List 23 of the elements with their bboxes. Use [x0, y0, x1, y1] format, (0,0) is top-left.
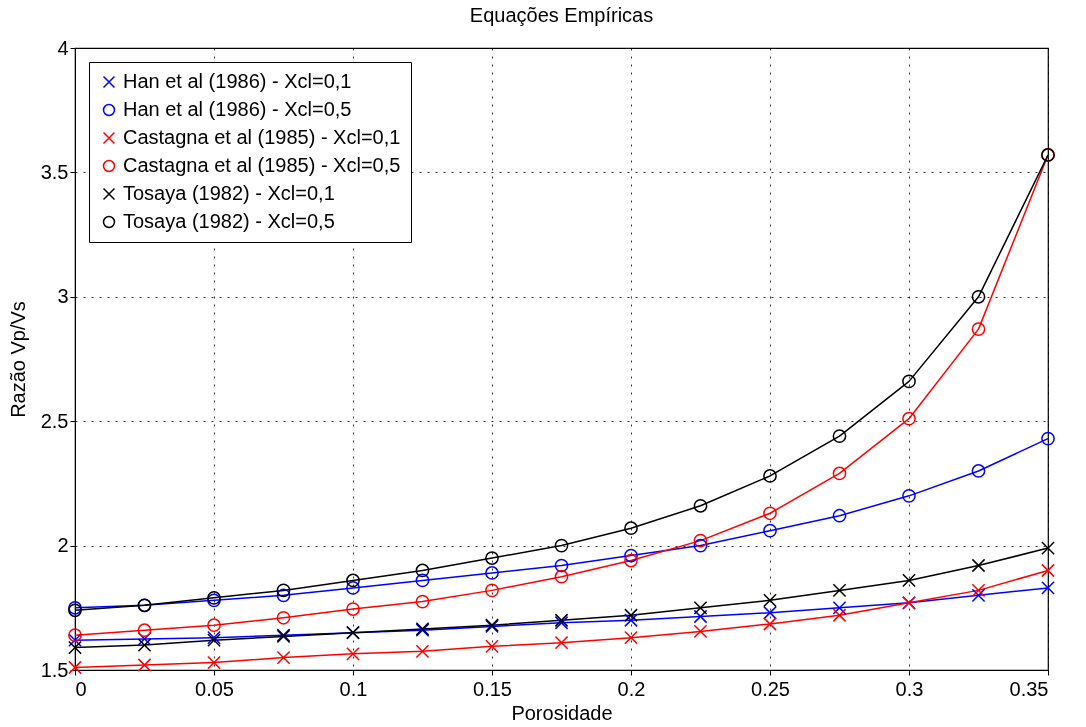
y-tick-label: 4	[57, 36, 69, 59]
y-tick-label: 2	[57, 534, 69, 557]
legend-label: Han et al (1986) - Xcl=0,5	[123, 98, 352, 120]
legend-label: Castagna et al (1985) - Xcl=0,1	[123, 126, 401, 148]
x-tick-label: 0	[75, 677, 87, 700]
legend-label: Tosaya (1982) - Xcl=0,5	[123, 210, 335, 232]
x-tick-label: 0.3	[895, 677, 924, 700]
x-tick-label: 0.15	[473, 677, 512, 700]
x-tick-label: 0.2	[617, 677, 646, 700]
chart-title: Equações Empíricas	[469, 4, 654, 26]
x-tick-label: 0.1	[339, 677, 368, 700]
y-axis-title: Razão Vp/Vs	[6, 301, 29, 418]
legend-label: Castagna et al (1985) - Xcl=0,5	[123, 154, 401, 176]
x-tick-label: 0.25	[751, 677, 790, 700]
y-tick-label: 1.5	[40, 658, 69, 681]
x-tick-label: 0.05	[195, 677, 234, 700]
x-axis-title: Porosidade	[511, 701, 613, 724]
legend-label: Tosaya (1982) - Xcl=0,1	[123, 182, 335, 204]
y-tick-label: 2.5	[40, 409, 69, 432]
legend-label: Han et al (1986) - Xcl=0,1	[123, 70, 352, 92]
y-tick-label: 3.5	[40, 160, 69, 183]
x-tick-label: 0.35	[1009, 677, 1049, 700]
y-tick-label: 3	[57, 285, 69, 308]
